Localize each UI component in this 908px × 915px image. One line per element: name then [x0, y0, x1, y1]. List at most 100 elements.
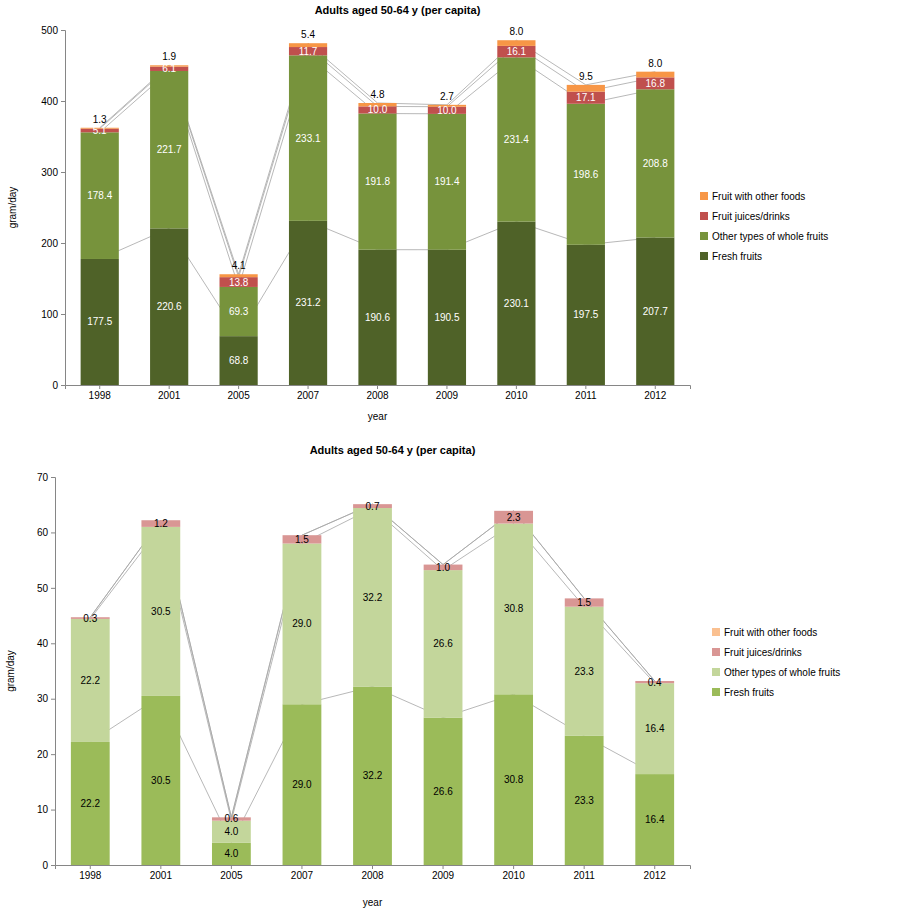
x-tick: 1998 — [79, 865, 102, 881]
x-tick-mark — [516, 385, 517, 389]
x-tick-label: 2005 — [227, 390, 250, 401]
bar — [353, 687, 392, 865]
x-tick: 2001 — [158, 385, 181, 401]
x-tick-mark — [443, 865, 444, 869]
y-tick-label: 70 — [37, 472, 49, 483]
legend-label: Other types of whole fruits — [724, 667, 840, 678]
plot-area — [71, 504, 674, 865]
y-tick-label: 10 — [37, 804, 49, 815]
y-tick-mark — [61, 314, 65, 315]
data-label: 1.5 — [577, 597, 591, 608]
x-tick-mark — [372, 865, 373, 869]
data-label: 1.0 — [436, 562, 450, 573]
chart-title: Adults aged 50-64 y (per capita) — [310, 444, 476, 456]
y-tick-label: 30 — [37, 693, 49, 704]
y-tick-label: 300 — [41, 167, 58, 178]
y-tick: 100 — [41, 309, 65, 320]
data-label: 30.5 — [151, 775, 171, 786]
legend-label: Other types of whole fruits — [712, 231, 828, 242]
x-axis-line — [66, 386, 691, 390]
x-tick-mark — [231, 865, 232, 869]
data-label: 4.0 — [224, 826, 238, 837]
x-tick-mark — [584, 865, 585, 869]
bar — [635, 774, 674, 865]
data-label: 220.6 — [157, 301, 182, 312]
bar — [71, 619, 110, 742]
data-label: 16.1 — [507, 46, 527, 57]
data-label: 30.8 — [504, 774, 524, 785]
data-label: 5.4 — [301, 29, 315, 40]
data-label: 190.6 — [365, 312, 390, 323]
y-tick-label: 500 — [41, 25, 58, 36]
data-label: 231.2 — [296, 297, 321, 308]
bar — [567, 92, 605, 104]
x-tick-label: 2001 — [150, 870, 173, 881]
x-tick: 2009 — [432, 865, 455, 881]
y-tick: 70 — [37, 472, 55, 483]
data-label: 0.6 — [224, 813, 238, 824]
bar — [565, 736, 604, 865]
bar — [220, 287, 258, 336]
x-tick: 2007 — [291, 865, 314, 881]
y-axis-title: gram/day — [7, 187, 18, 229]
x-tick: 2008 — [361, 865, 384, 881]
x-axis: 199820012005200720082009201020112012 — [56, 865, 691, 881]
x-tick: 2001 — [150, 865, 173, 881]
data-label: 16.8 — [646, 78, 666, 89]
y-tick-label: 0 — [52, 380, 58, 391]
y-tick-mark — [61, 172, 65, 173]
bar — [283, 704, 322, 865]
y-tick-mark — [61, 101, 65, 102]
data-label: 191.4 — [434, 176, 459, 187]
bar — [150, 228, 188, 385]
data-label: 16.4 — [645, 814, 665, 825]
legend-swatch — [700, 232, 708, 240]
y-tick: 40 — [37, 638, 55, 649]
bar — [424, 718, 463, 865]
bar — [353, 508, 392, 686]
legend-swatch — [712, 648, 720, 656]
data-label: 30.8 — [504, 603, 524, 614]
data-label: 0.3 — [83, 613, 97, 624]
bar — [497, 40, 535, 46]
bar — [494, 524, 533, 695]
y-tick-mark — [61, 385, 65, 386]
x-tick-label: 2008 — [361, 870, 384, 881]
bar — [497, 46, 535, 57]
x-tick-mark — [585, 385, 586, 389]
legend: Fruit with other foodsFruit juices/drink… — [700, 191, 828, 262]
data-label: 191.8 — [365, 176, 390, 187]
bar — [567, 245, 605, 385]
y-tick: 30 — [37, 693, 55, 704]
y-tick: 50 — [37, 583, 55, 594]
data-label: 2.7 — [440, 91, 454, 102]
data-label: 1.9 — [162, 51, 176, 62]
data-label: 231.4 — [504, 134, 529, 145]
bar — [212, 843, 251, 865]
data-label: 2.3 — [507, 512, 521, 523]
bar — [565, 607, 604, 736]
legend-swatch — [712, 628, 720, 636]
y-axis: 0 100 200 300 400 500 — [41, 25, 65, 391]
data-label: 230.1 — [504, 298, 529, 309]
x-axis-title: year — [363, 897, 383, 908]
x-tick-mark — [160, 865, 161, 869]
data-label: 10.0 — [437, 105, 457, 116]
chart-canvas: 177.5220.668.8231.2190.6190.5230.1197.52… — [0, 0, 908, 915]
bar — [81, 132, 119, 259]
x-tick: 2010 — [502, 865, 525, 881]
y-tick-label: 50 — [37, 583, 49, 594]
bar-series — [71, 508, 674, 843]
y-axis-line — [61, 31, 66, 386]
bar — [635, 683, 674, 774]
x-tick-mark — [654, 865, 655, 869]
y-tick: 400 — [41, 96, 65, 107]
data-labels: 22.230.54.029.032.226.630.823.316.422.23… — [81, 501, 665, 860]
x-tick-mark — [99, 385, 100, 389]
data-label: 13.8 — [229, 277, 249, 288]
data-label: 26.6 — [433, 638, 453, 649]
data-label: 11.7 — [299, 46, 318, 57]
data-label: 178.4 — [87, 190, 112, 201]
legend-swatch — [700, 212, 708, 220]
y-tick-label: 200 — [41, 238, 58, 249]
